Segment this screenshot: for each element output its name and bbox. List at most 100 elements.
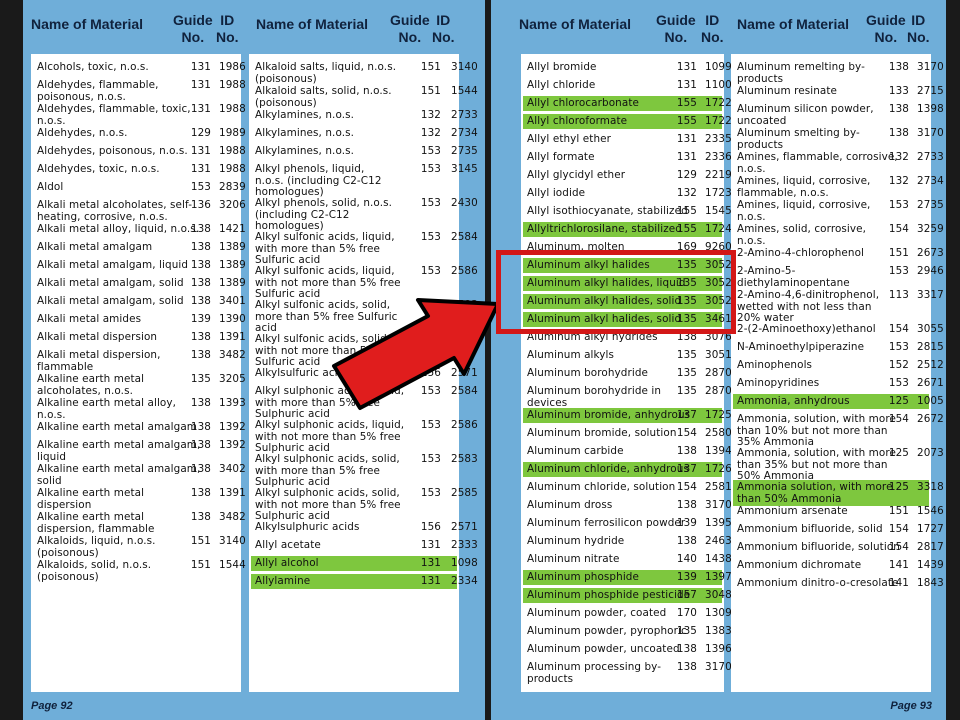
material-name: Aluminum dross xyxy=(527,499,613,511)
material-name: Ammonia, solution, with more than 35% bu… xyxy=(737,447,896,482)
material-name: Alkaline earth metal dispersion, flammab… xyxy=(37,511,155,535)
table-row: Aldehydes, poisonous, n.o.s. 131 1988 xyxy=(31,145,246,158)
material-name: Amines, flammable, corrosive, n.o.s. xyxy=(737,151,898,175)
material-name: Aldehydes, flammable, toxic, n.o.s. xyxy=(37,103,191,127)
table-row: Allyl glycidyl ether 129 2219 xyxy=(521,169,732,182)
table-row: Allyl isothiocyanate, stabilized 155 1545 xyxy=(521,205,732,218)
guide-number: 139 xyxy=(676,571,697,583)
id-number: 2571 xyxy=(451,521,478,533)
id-number: 1988 xyxy=(219,103,246,115)
material-name: Allyltrichlorosilane, stabilized xyxy=(527,223,682,235)
material-name: Ammonia, solution, with more than 10% bu… xyxy=(737,413,896,448)
table-row: Aluminum alkyl halides, solid 135 3052 xyxy=(521,294,732,309)
guide-number: 140 xyxy=(676,553,697,565)
table-row: Aluminum alkyl hydrides 138 3076 xyxy=(521,331,732,344)
id-number: 3051 xyxy=(705,349,732,361)
id-number: 1394 xyxy=(705,445,732,457)
header-id: ID No. xyxy=(216,12,239,46)
guide-number: 138 xyxy=(676,535,697,547)
guide-number: 153 xyxy=(420,163,441,175)
guide-number: 136 xyxy=(190,199,211,211)
table-row: Aldol 153 2839 xyxy=(31,181,246,194)
id-number: 1393 xyxy=(219,397,246,409)
id-number: 1099 xyxy=(705,61,732,73)
id-number: 1389 xyxy=(219,241,246,253)
row-highlight xyxy=(523,462,722,477)
id-number: 1545 xyxy=(705,205,732,217)
guide-number: 132 xyxy=(888,151,909,163)
row-highlight xyxy=(523,222,722,237)
id-number: 1005 xyxy=(917,395,944,407)
table-row: Aluminum carbide 138 1394 xyxy=(521,445,732,458)
guide-number: 135 xyxy=(676,295,697,307)
table-row: Allyl chloride 131 1100 xyxy=(521,79,732,92)
id-number: 2817 xyxy=(917,541,944,553)
table-row: Aluminum alkyl halides 135 3052 xyxy=(521,258,732,273)
id-number: 3482 xyxy=(219,349,246,361)
table-row: Aluminum silicon powder, uncoated 138 1398 xyxy=(731,103,944,127)
table-row: Aluminum borohydride in devices 135 2870 xyxy=(521,385,732,409)
id-number: 2673 xyxy=(917,247,944,259)
guide-number: 155 xyxy=(676,115,697,127)
id-number: 2946 xyxy=(917,265,944,277)
table-row: Aldehydes, n.o.s. 129 1989 xyxy=(31,127,246,140)
material-name: Alkaline earth metal alcoholates, n.o.s. xyxy=(37,373,145,397)
material-name: Ammonia solution, with more than 50% Amm… xyxy=(737,481,893,505)
table-row: Amines, solid, corrosive, n.o.s. 154 3259 xyxy=(731,223,944,247)
material-name: Alkali metal dispersion xyxy=(37,331,158,343)
guide-number: 138 xyxy=(190,295,211,307)
guide-number: 153 xyxy=(888,341,909,353)
header-guide: Guide No. xyxy=(866,12,906,46)
id-number: 2735 xyxy=(451,145,478,157)
table-row: Alkaline earth metal amalgam, liquid 138 1… xyxy=(31,439,246,463)
material-name: Aluminum smelting by- products xyxy=(737,127,860,151)
id-number: 2586 xyxy=(451,265,478,277)
material-name: Ammonium dichromate xyxy=(737,559,862,571)
guide-number: 129 xyxy=(676,169,697,181)
id-number: 3401 xyxy=(219,295,246,307)
header-id: ID No. xyxy=(907,12,930,46)
id-number: 1988 xyxy=(219,163,246,175)
id-number: 1546 xyxy=(917,505,944,517)
guide-number: 138 xyxy=(888,103,909,115)
table-row: Aluminum powder, coated 170 1309 xyxy=(521,607,732,620)
material-name: Alkali metal amalgam, solid xyxy=(37,277,184,289)
material-name: Aluminum powder, uncoated xyxy=(527,643,680,655)
row-highlight xyxy=(733,480,929,506)
guide-number: 125 xyxy=(888,447,909,459)
material-name: Allyl chlorocarbonate xyxy=(527,97,639,109)
id-number: 3206 xyxy=(219,199,246,211)
material-name: Aldehydes, toxic, n.o.s. xyxy=(37,163,160,175)
row-highlight xyxy=(251,556,457,571)
header-guide: Guide No. xyxy=(173,12,213,46)
table-row: Allyl chlorocarbonate 155 1722 xyxy=(521,96,732,111)
guide-number: 138 xyxy=(190,223,211,235)
guide-number: 138 xyxy=(676,661,697,673)
header-id-line1: ID xyxy=(220,12,235,28)
material-name: Allyl ethyl ether xyxy=(527,133,612,145)
id-number: 3205 xyxy=(219,373,246,385)
table-row: Aluminum smelting by- products 138 3170 xyxy=(731,127,944,151)
id-number: 3170 xyxy=(705,499,732,511)
table-row: Alkyl phenols, solid, n.o.s. (including … xyxy=(249,197,478,233)
guide-number: 138 xyxy=(676,445,697,457)
id-number: 9260 xyxy=(705,241,732,253)
table-row: Alkyl sulphonic acids, solid, with more … xyxy=(249,453,478,489)
material-name: Aluminum alkyl halides, solid xyxy=(527,313,682,325)
guide-number: 152 xyxy=(888,359,909,371)
left-col2-header: Name of Material Guide No. ID No. xyxy=(248,12,485,54)
id-number: 3052 xyxy=(705,277,732,289)
guide-number: 153 xyxy=(420,145,441,157)
table-row: Ammonium bifluoride, solid 154 1727 xyxy=(731,523,944,536)
guide-number: 141 xyxy=(888,577,909,589)
material-name: 2-Amino-5- diethylaminopentane xyxy=(737,265,850,289)
header-guide-line1: Guide xyxy=(390,12,430,28)
header-name-of-material: Name of Material xyxy=(737,16,850,32)
table-row: Alkali metal amalgam 138 1389 xyxy=(31,241,246,254)
table-row: Amines, flammable, corrosive, n.o.s. 132 2… xyxy=(731,151,944,175)
table-row: Aluminum phosphide 139 1397 xyxy=(521,570,732,585)
table-row: Aminophenols 152 2512 xyxy=(731,359,944,372)
guide-number: 138 xyxy=(190,511,211,523)
material-name: Allyl chloroformate xyxy=(527,115,628,127)
id-number: 2870 xyxy=(705,367,732,379)
